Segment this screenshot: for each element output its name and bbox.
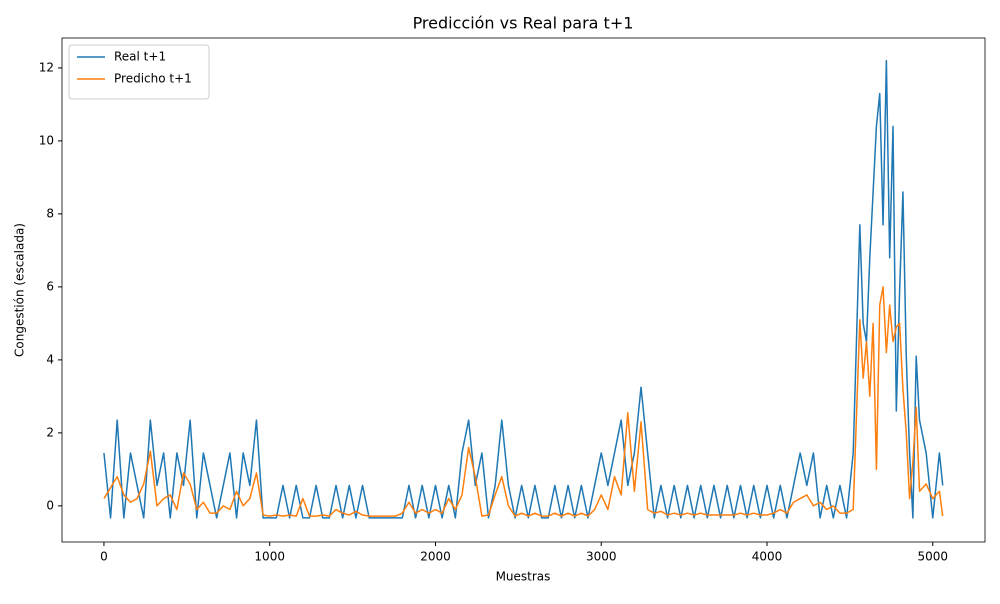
y-tick-label: 6: [46, 279, 54, 293]
legend-label: Real t+1: [114, 50, 166, 64]
x-tick-label: 1000: [254, 550, 285, 564]
legend-label: Predicho t+1: [114, 72, 192, 86]
x-tick-label: 0: [100, 550, 108, 564]
y-tick-label: 8: [46, 206, 54, 220]
x-axis-label: Muestras: [496, 570, 551, 584]
chart-title: Predicción vs Real para t+1: [413, 14, 634, 33]
y-tick-label: 12: [39, 60, 54, 74]
legend-box: [68, 44, 210, 100]
y-tick-label: 2: [46, 425, 54, 439]
y-tick-label: 10: [39, 133, 54, 147]
y-tick-label: 0: [46, 498, 54, 512]
plot-frame: [61, 37, 986, 543]
x-tick-label: 3000: [586, 550, 617, 564]
series-line: [103, 59, 944, 519]
y-tick-label: 4: [46, 352, 54, 366]
y-axis-label: Congestión (escalada): [13, 223, 27, 357]
x-tick-label: 5000: [918, 550, 949, 564]
x-tick-label: 2000: [420, 550, 451, 564]
x-tick-label: 4000: [752, 550, 783, 564]
series-line: [103, 286, 944, 517]
